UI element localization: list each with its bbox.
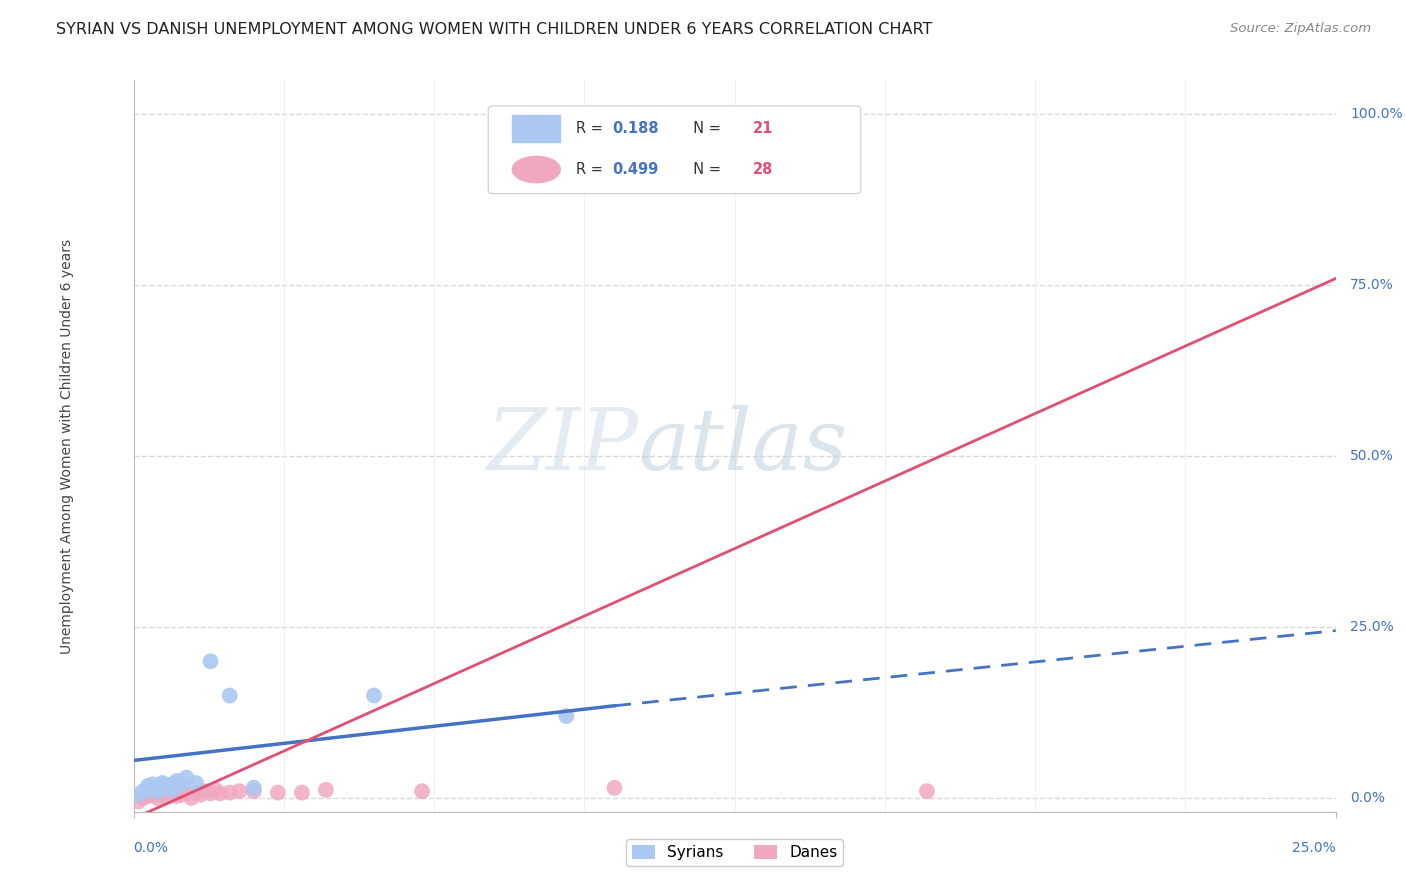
Point [136,782,159,797]
Legend: Syrians, Danes: Syrians, Danes [626,839,844,866]
Point [291,786,314,800]
Point [152,788,174,802]
Ellipse shape [512,156,561,183]
Point [180,791,202,805]
Point [156,789,179,804]
Point [176,786,198,800]
Point [132,784,155,798]
Text: 100.0%: 100.0% [1350,107,1403,121]
Point [194,784,217,798]
Point [146,791,169,805]
Point [209,786,232,800]
Text: N =: N = [685,162,725,177]
FancyBboxPatch shape [488,106,860,194]
Point [160,786,183,800]
Text: 25.0%: 25.0% [1350,620,1393,634]
Point [142,780,165,795]
Text: Source: ZipAtlas.com: Source: ZipAtlas.com [1230,22,1371,36]
Point [267,786,290,800]
Point [136,789,159,803]
Point [243,780,266,795]
Text: 0.0%: 0.0% [1350,791,1385,805]
Point [132,791,155,805]
Point [204,782,226,797]
Text: ZIP: ZIP [486,405,638,487]
Point [166,789,188,803]
Text: 0.188: 0.188 [612,121,658,136]
Text: N =: N = [685,121,725,136]
Point [127,795,149,809]
Text: atlas: atlas [638,405,848,487]
Point [218,786,240,800]
Point [146,784,169,798]
Point [152,776,174,790]
Text: 0.499: 0.499 [612,162,658,177]
Text: 50.0%: 50.0% [1350,450,1393,463]
Point [218,689,240,703]
Point [228,784,250,798]
Point [170,788,193,802]
Point [243,784,266,798]
Point [176,771,198,785]
Point [127,788,149,802]
Point [136,779,159,793]
Point [190,788,212,802]
Point [315,782,337,797]
Point [915,784,938,798]
Point [200,786,222,800]
Point [142,777,165,791]
Text: R =: R = [576,121,607,136]
Point [170,777,193,791]
Text: 25.0%: 25.0% [1292,841,1336,855]
Point [160,782,183,797]
Point [363,689,385,703]
Point [160,777,183,791]
Point [146,784,169,798]
Point [200,654,222,668]
Text: Unemployment Among Women with Children Under 6 years: Unemployment Among Women with Children U… [60,238,75,654]
Point [166,774,188,789]
Point [142,788,165,802]
Point [603,780,626,795]
Text: 21: 21 [752,121,773,136]
Point [152,780,174,795]
Text: SYRIAN VS DANISH UNEMPLOYMENT AMONG WOMEN WITH CHILDREN UNDER 6 YEARS CORRELATIO: SYRIAN VS DANISH UNEMPLOYMENT AMONG WOME… [56,22,932,37]
Bar [512,115,561,143]
Point [555,709,578,723]
Point [411,784,433,798]
Point [184,786,207,800]
Point [184,776,207,790]
Text: 75.0%: 75.0% [1350,278,1393,293]
Text: 28: 28 [752,162,773,177]
Text: 0.0%: 0.0% [134,841,169,855]
Point [156,779,179,793]
Text: R =: R = [576,162,607,177]
